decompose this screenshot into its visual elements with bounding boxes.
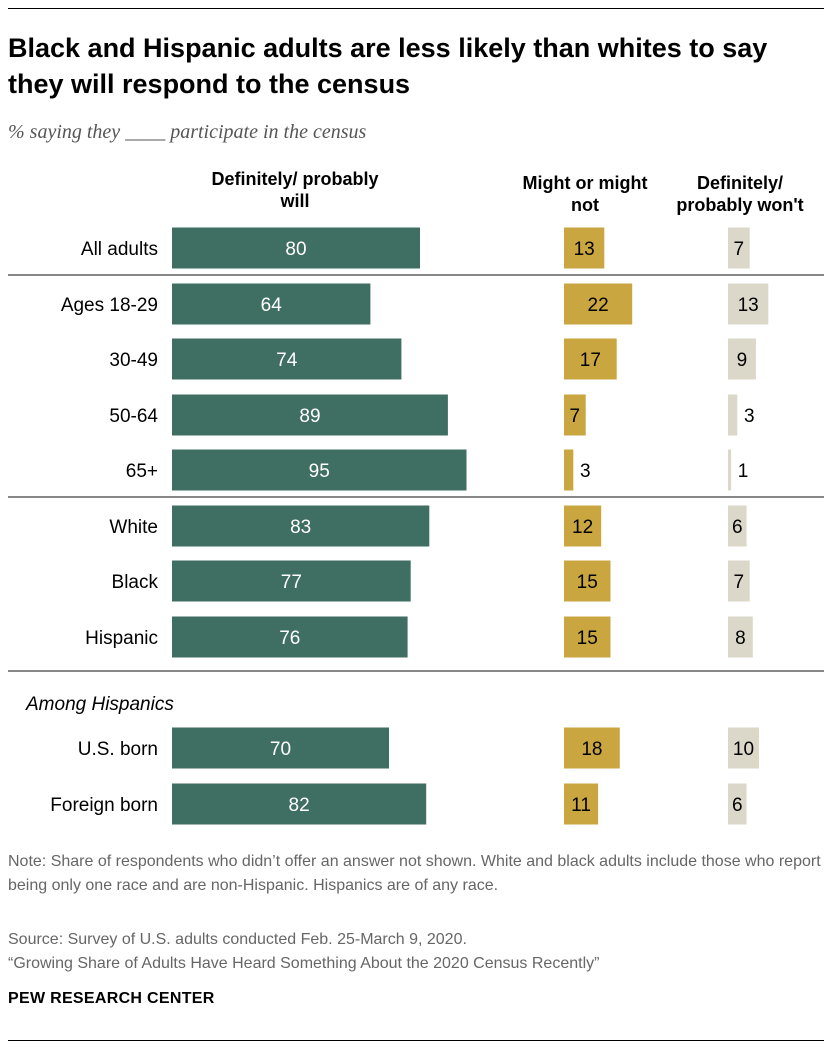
- category-label: 65+: [126, 461, 158, 482]
- bar: [172, 227, 420, 269]
- category-label: U.S. born: [78, 739, 158, 760]
- bar: [172, 394, 448, 436]
- bar: [172, 727, 389, 769]
- data-label: 83: [290, 517, 311, 538]
- category-label: Black: [112, 572, 159, 593]
- data-label: 1: [738, 461, 749, 482]
- group-label: Among Hispanics: [25, 694, 174, 715]
- category-label: 50-64: [109, 406, 158, 427]
- category-label: Ages 18-29: [61, 295, 158, 316]
- data-label: 6: [732, 517, 743, 538]
- bar: [728, 783, 747, 825]
- bar: [564, 338, 617, 380]
- data-label: 7: [570, 406, 581, 427]
- data-label: 77: [281, 572, 302, 593]
- category-label: All adults: [81, 239, 158, 260]
- bar: [564, 283, 633, 325]
- data-label: 13: [574, 239, 595, 260]
- bar: [172, 616, 408, 658]
- category-label: Foreign born: [50, 795, 158, 816]
- data-label: 8: [735, 628, 746, 649]
- bar: [564, 783, 599, 825]
- note: Note: Share of respondents who didn’t of…: [8, 853, 821, 894]
- report-title: “Growing Share of Adults Have Heard Some…: [8, 955, 600, 972]
- bar: [564, 449, 574, 491]
- data-label: 3: [744, 406, 755, 427]
- bottom-rule: [8, 1040, 824, 1041]
- data-label: 76: [279, 628, 300, 649]
- bar: [172, 283, 371, 325]
- bar: [564, 227, 605, 269]
- data-label: 6: [732, 795, 743, 816]
- bar: [172, 560, 411, 602]
- bar: [172, 449, 467, 491]
- bar: [728, 338, 756, 380]
- bar: [564, 394, 586, 436]
- data-label: 95: [309, 461, 330, 482]
- chart-subtitle: % saying they ____ participate in the ce…: [8, 121, 367, 143]
- bar: [172, 505, 430, 547]
- chart-title: Black and Hispanic adults are less likel…: [8, 33, 768, 99]
- source: Source: Survey of U.S. adults conducted …: [8, 931, 467, 948]
- data-label: 7: [734, 239, 745, 260]
- data-label: 64: [261, 295, 283, 316]
- category-label: White: [109, 517, 158, 538]
- bar: [172, 338, 402, 380]
- data-label: 7: [734, 572, 745, 593]
- bar: [728, 394, 738, 436]
- data-label: 82: [289, 795, 310, 816]
- header-will: Definitely/ probably will: [211, 169, 379, 211]
- bar: [728, 560, 750, 602]
- bar: [172, 783, 427, 825]
- header-might: Might or might not: [522, 173, 648, 215]
- bar: [728, 449, 732, 491]
- bar: [564, 560, 611, 602]
- bar: [564, 616, 611, 658]
- bar: [564, 505, 602, 547]
- data-label: 12: [572, 517, 593, 538]
- bar: [728, 505, 747, 547]
- category-label: 30-49: [109, 350, 158, 371]
- data-label: 13: [738, 295, 759, 316]
- data-label: 70: [270, 739, 291, 760]
- data-label: 3: [580, 461, 591, 482]
- category-label: Hispanic: [85, 628, 158, 649]
- brand: PEW RESEARCH CENTER: [8, 990, 215, 1007]
- bar: [728, 727, 759, 769]
- data-label: 80: [285, 239, 306, 260]
- data-label: 89: [299, 406, 320, 427]
- header-wont: Definitely/ probably won't: [676, 173, 804, 215]
- data-label: 15: [577, 572, 598, 593]
- data-label: 11: [571, 795, 591, 816]
- data-label: 22: [588, 295, 609, 316]
- data-label: 15: [577, 628, 598, 649]
- data-label: 18: [581, 739, 602, 760]
- data-label: 74: [276, 350, 298, 371]
- top-rule: [8, 8, 824, 9]
- data-label: 17: [580, 350, 601, 371]
- bar: [728, 283, 769, 325]
- data-label: 9: [737, 350, 748, 371]
- bar: [728, 227, 750, 269]
- bar: [564, 727, 620, 769]
- bar: [728, 616, 753, 658]
- data-label: 10: [733, 739, 754, 760]
